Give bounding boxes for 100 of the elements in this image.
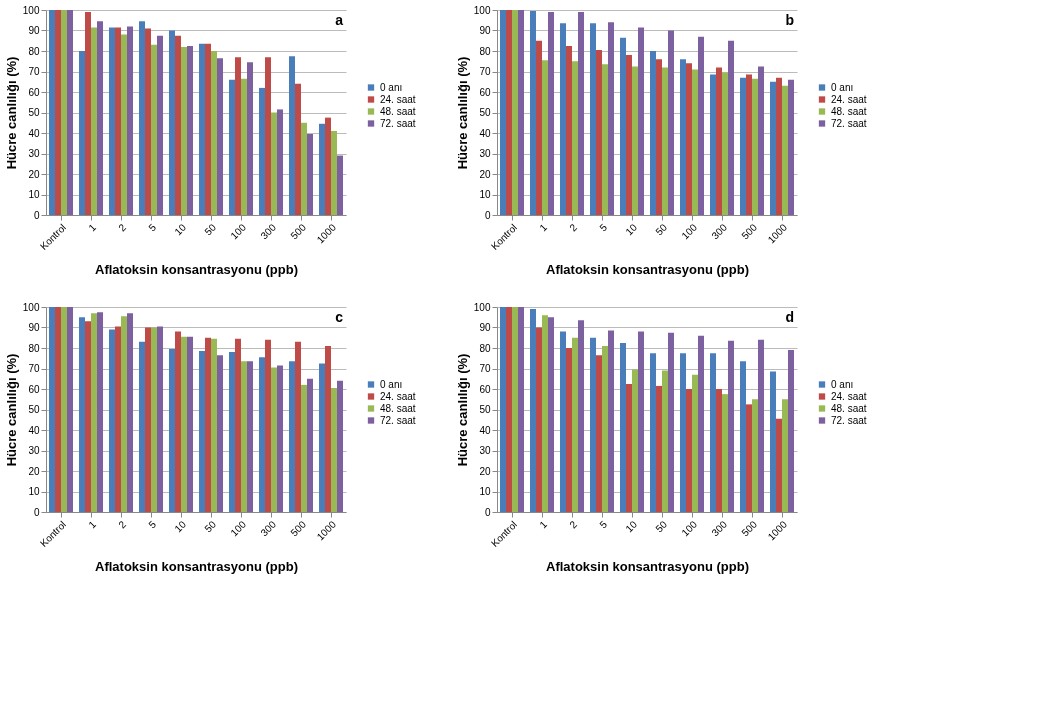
bar [127,313,133,512]
bar [596,355,602,512]
y-tick-label: 0 [484,506,491,518]
y-tick-label: 80 [479,45,491,57]
bar [758,66,764,215]
bar [229,79,235,215]
x-tick-label: 50 [653,221,670,238]
y-tick-label: 40 [28,127,40,139]
bar [169,30,175,215]
y-tick-label: 80 [28,45,40,57]
bar [698,335,704,512]
bar [632,66,638,215]
bar [241,78,247,215]
x-axis-title: Aflatoksin konsantrasyonu (ppb) [546,261,749,277]
bar [788,79,794,215]
x-tick-label: 500 [739,518,760,539]
y-tick-label: 40 [479,127,491,139]
x-tick-label: 100 [679,518,700,539]
bar [536,40,542,215]
x-tick-label: 100 [228,221,249,242]
bar [578,320,584,512]
legend-label: 72. saat [831,117,867,129]
bar [199,351,205,512]
bar [560,23,566,215]
bar [638,331,644,512]
bar [506,10,512,215]
bar [590,23,596,215]
bar [776,77,782,215]
bar [512,307,518,512]
bar [530,11,536,215]
y-tick-label: 100 [473,301,491,313]
chart-title: a [335,12,344,28]
x-tick-label: 10 [172,518,189,535]
bar [235,57,241,215]
bar [740,77,746,215]
bar [157,35,163,215]
bar [560,331,566,512]
bar [121,34,127,215]
legend-label: 48. saat [380,105,416,117]
bar [61,307,67,512]
bar [638,27,644,215]
bar [692,69,698,215]
bar [277,109,283,215]
bar [337,155,343,215]
bar [740,361,746,512]
bar [728,340,734,512]
bar [770,81,776,215]
bar [692,374,698,512]
x-tick-label: 2 [567,518,580,531]
bar [121,316,127,512]
bar [295,341,301,512]
x-tick-label: 1 [86,221,99,234]
y-tick-label: 50 [28,107,40,118]
x-tick-label: 5 [597,221,610,234]
bar [139,341,145,512]
bar [776,418,782,512]
bar [91,27,97,215]
bar [758,339,764,512]
legend-label: 72. saat [831,414,867,426]
y-tick-label: 30 [28,148,40,159]
bar [337,380,343,512]
bar [259,357,265,512]
bar [85,321,91,512]
bar [79,51,85,215]
bar [331,130,337,215]
bar [770,371,776,512]
y-tick-label: 90 [479,322,491,333]
bar [548,12,554,215]
bar [518,307,524,512]
bar [241,361,247,512]
x-tick-label: 300 [709,518,730,539]
legend-label: 0 anı [380,378,403,390]
bar [626,383,632,512]
y-tick-label: 20 [28,168,40,180]
bar [620,342,626,512]
bar [728,40,734,215]
bar [235,338,241,512]
bar [145,327,151,512]
bar [289,56,295,215]
bar [151,327,157,512]
bar [518,10,524,215]
y-tick-label: 90 [28,25,40,36]
bar [211,338,217,512]
bar [716,389,722,512]
bar [217,58,223,215]
bar [115,326,121,512]
x-tick-label: 1 [537,221,550,234]
x-tick-label: 5 [597,518,610,531]
bar [247,361,253,512]
bar [67,307,73,512]
bar [55,307,61,512]
y-tick-label: 60 [479,86,491,98]
bar [181,46,187,215]
x-tick-label: 500 [288,518,309,539]
bar [548,317,554,512]
x-tick-label: 1 [537,518,550,531]
legend-label: 0 anı [831,81,854,93]
x-tick-label: 2 [567,221,580,234]
bar [650,51,656,215]
y-axis-title: Hücre canlılığı (%) [3,56,19,170]
